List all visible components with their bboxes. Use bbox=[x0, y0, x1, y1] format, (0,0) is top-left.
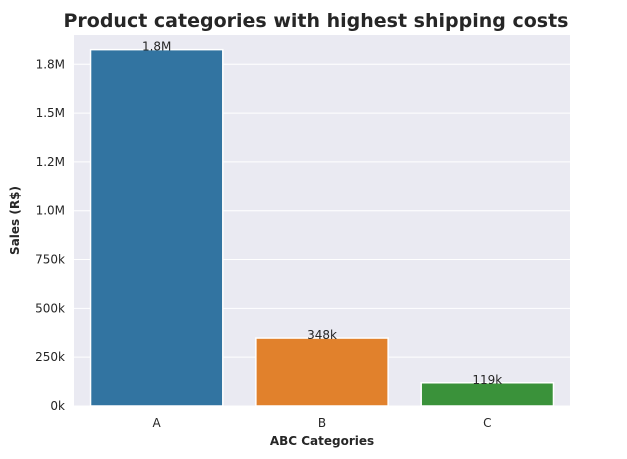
y-axis-ticks: 0k 250k 500k 750k 1.0M 1.2M 1.5M 1.8M bbox=[35, 57, 65, 413]
x-axis-label: ABC Categories bbox=[270, 434, 374, 448]
data-labels: 1.8M 348k 119k bbox=[142, 40, 502, 387]
bars bbox=[89, 48, 555, 407]
bar-b bbox=[255, 337, 389, 407]
y-tick-label: 1.2M bbox=[36, 155, 65, 169]
bar-data-label: 1.8M bbox=[142, 40, 171, 54]
chart-title: Product categories with highest shipping… bbox=[63, 10, 568, 32]
x-axis-ticks: A B C bbox=[153, 416, 492, 430]
bar-data-label: 348k bbox=[307, 328, 337, 342]
x-tick-label: C bbox=[483, 416, 491, 430]
bar-a bbox=[89, 48, 224, 407]
y-tick-label: 500k bbox=[35, 301, 65, 315]
y-tick-label: 250k bbox=[35, 350, 65, 364]
y-tick-label: 1.5M bbox=[36, 106, 65, 120]
y-tick-label: 1.8M bbox=[36, 57, 65, 71]
y-tick-label: 1.0M bbox=[36, 204, 65, 218]
y-tick-label: 750k bbox=[35, 253, 65, 267]
y-tick-label: 0k bbox=[50, 399, 65, 413]
x-tick-label: B bbox=[318, 416, 326, 430]
bar-c bbox=[420, 382, 555, 407]
bar-data-label: 119k bbox=[472, 373, 502, 387]
x-tick-label: A bbox=[153, 416, 162, 430]
y-axis-label: Sales (R$) bbox=[8, 186, 22, 255]
